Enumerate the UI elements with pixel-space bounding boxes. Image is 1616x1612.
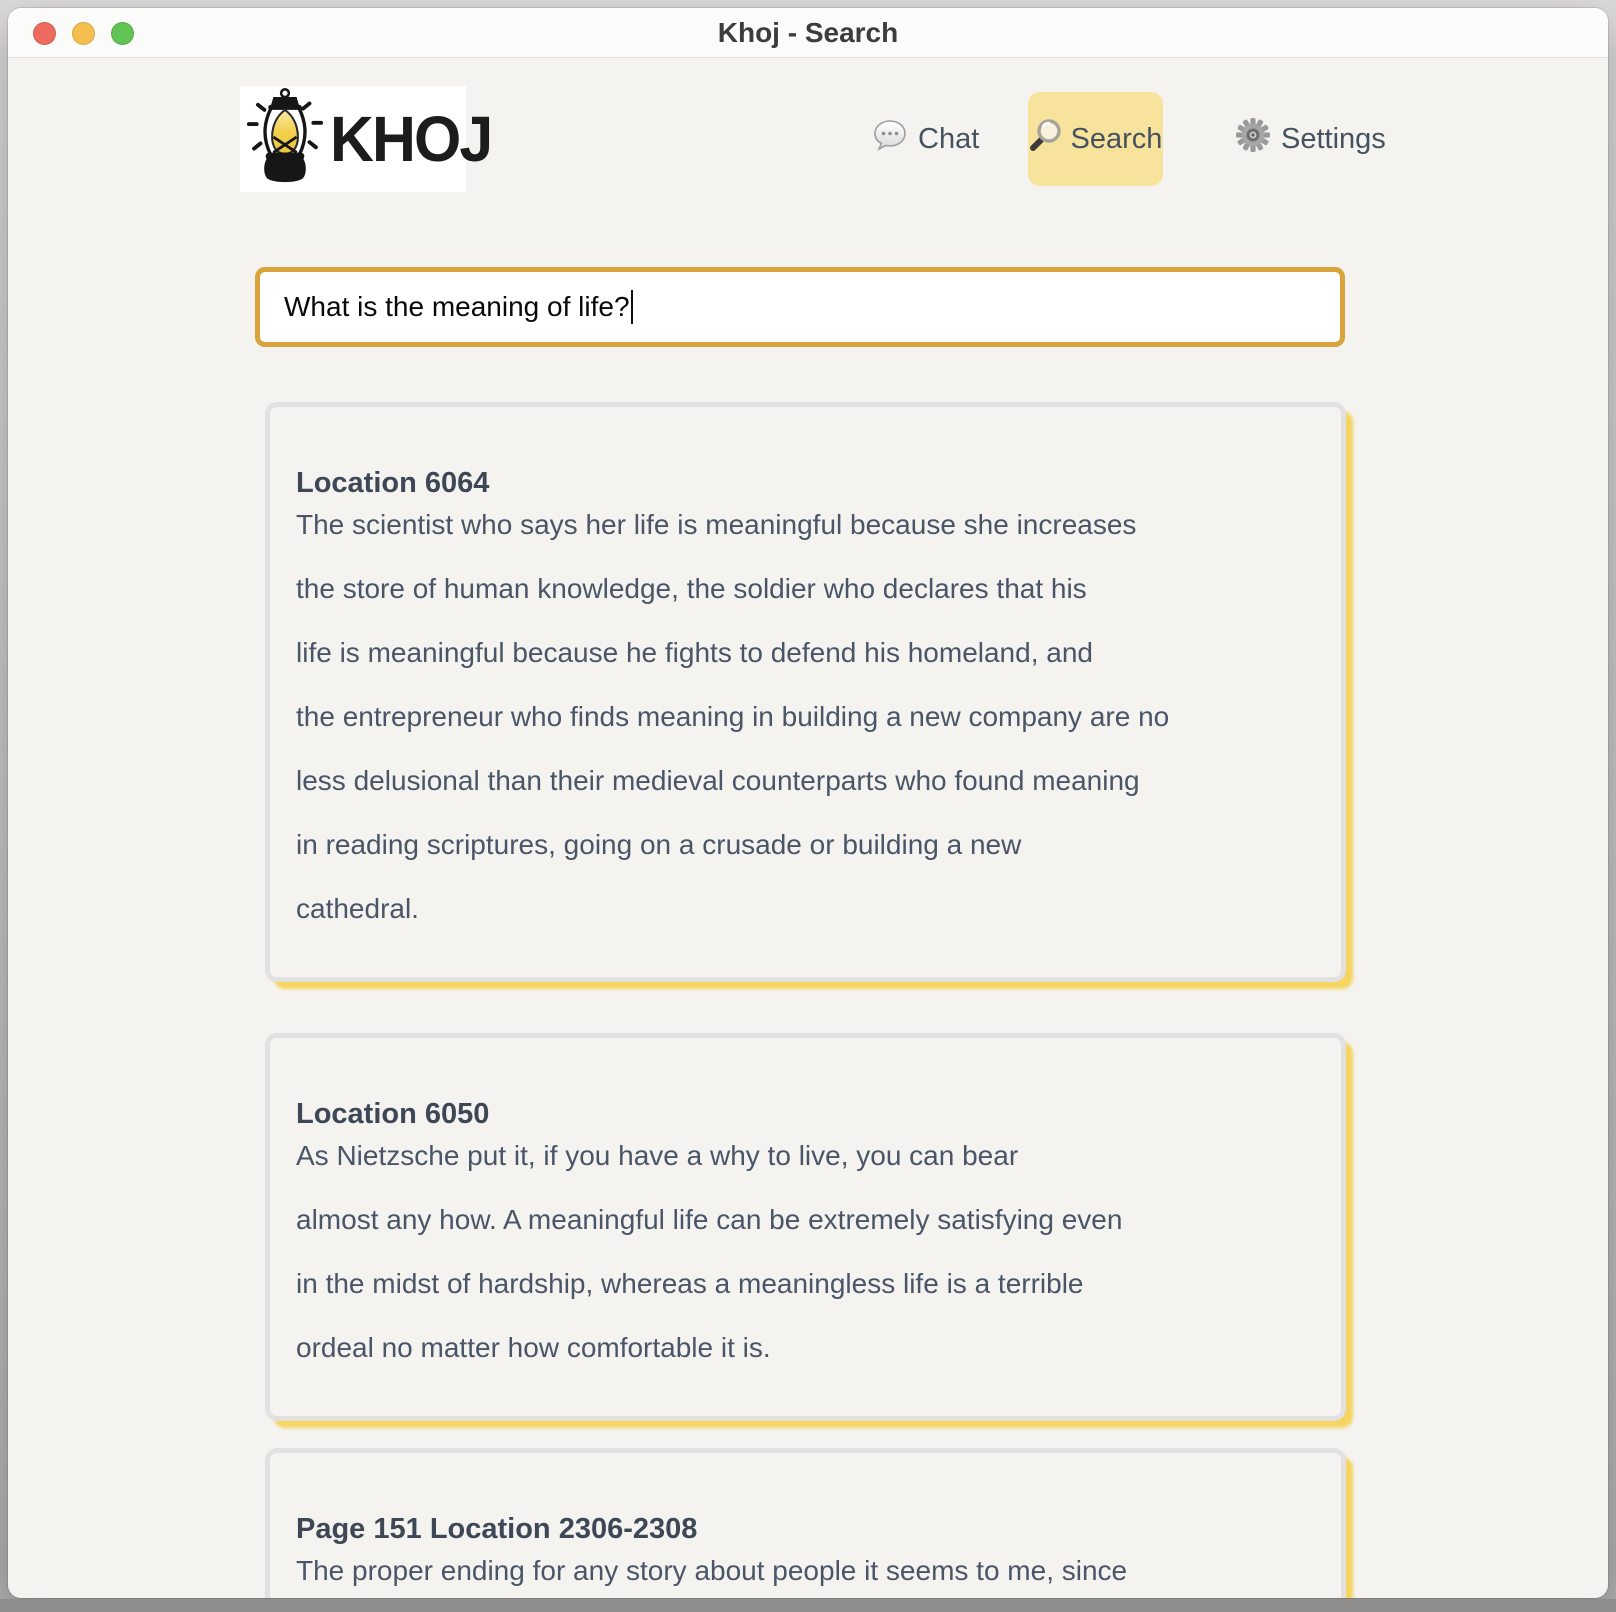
result-line: The scientist who says her life is meani… <box>296 509 1137 540</box>
zoom-button[interactable] <box>111 22 134 45</box>
result-card: Page 151 Location 2306-2308 The proper e… <box>265 1448 1346 1598</box>
speech-balloon-icon <box>872 117 908 161</box>
brand-wordmark: KHOJ <box>330 103 493 175</box>
result-text: The scientist who says her life is meani… <box>296 506 1315 927</box>
result-line: the entrepreneur who finds meaning in bu… <box>296 701 1170 732</box>
result-line: less delusional than their medieval coun… <box>296 765 1140 796</box>
titlebar: Khoj - Search <box>8 8 1608 58</box>
result-line: As Nietzsche put it, if you have a why t… <box>296 1140 1019 1171</box>
result-text: The proper ending for any story about pe… <box>296 1552 1315 1589</box>
result-line: the store of human knowledge, the soldie… <box>296 573 1087 604</box>
close-button[interactable] <box>33 22 56 45</box>
result-line: life is meaningful because he fights to … <box>296 637 1093 668</box>
nav-settings-label: Settings <box>1281 122 1386 155</box>
search-input[interactable]: What is the meaning of life? <box>255 267 1345 347</box>
search-query-text: What is the meaning of life? <box>284 291 630 322</box>
nav-chat[interactable]: Chat <box>872 92 979 186</box>
nav-search[interactable]: Search <box>1028 92 1163 186</box>
magnifying-glass-icon <box>1029 118 1063 160</box>
result-heading: Location 6064 <box>296 467 490 499</box>
result-line: ordeal no matter how comfortable it is. <box>296 1332 771 1363</box>
result-text: As Nietzsche put it, if you have a why t… <box>296 1137 1315 1366</box>
app-logo: KHOJ <box>240 86 493 192</box>
window-title: Khoj - Search <box>717 16 899 48</box>
result-card: Location 6064 The scientist who says her… <box>265 402 1346 982</box>
result-line: cathedral. <box>296 893 419 924</box>
result-card: Location 6050 As Nietzsche put it, if yo… <box>265 1033 1346 1421</box>
gear-icon <box>1235 117 1271 161</box>
nav-search-label: Search <box>1070 122 1163 155</box>
desktop-edge <box>0 1599 1616 1612</box>
result-line: in reading scriptures, going on a crusad… <box>296 829 1022 860</box>
nav-settings[interactable]: Settings <box>1235 92 1386 186</box>
result-line: almost any how. A meaningful life can be… <box>296 1204 1123 1235</box>
result-heading: Location 6050 <box>296 1098 490 1130</box>
app-window: Khoj - Search <box>8 8 1608 1598</box>
text-caret <box>630 290 633 324</box>
lantern-icon <box>244 87 326 191</box>
nav-chat-label: Chat <box>918 122 980 155</box>
window-controls <box>33 22 134 45</box>
result-line: The proper ending for any story about pe… <box>296 1555 1128 1586</box>
result-heading: Page 151 Location 2306-2308 <box>296 1513 698 1545</box>
result-line: in the midst of hardship, whereas a mean… <box>296 1268 1084 1299</box>
minimize-button[interactable] <box>72 22 95 45</box>
